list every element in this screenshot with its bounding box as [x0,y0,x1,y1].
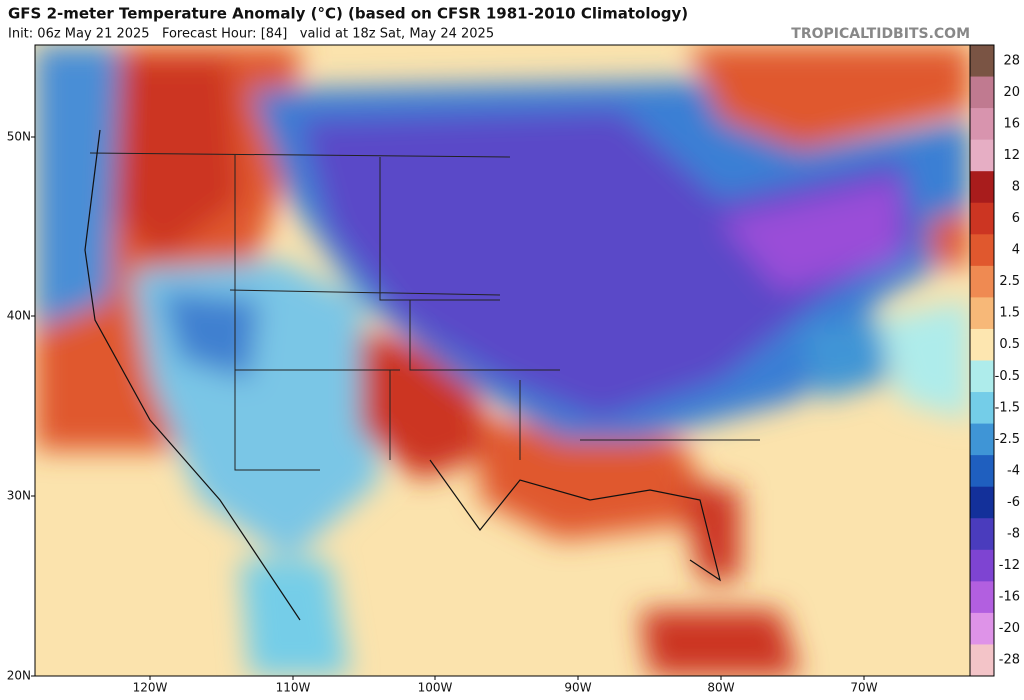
colorbar: 28 20 16 12 8 6 4 2.5 1.5 0.5 -0.5 -1.5 -2.5 -4 -6 -8 -1… [969,44,1020,677]
colorbar-label: -20 [999,621,1020,636]
colorbar-swatch [970,202,994,235]
colorbar-swatch [970,265,994,298]
colorbar-label: -0.5 [995,369,1020,384]
lat-label: 40N [7,309,31,323]
colorbar-swatch [970,581,994,614]
lat-label: 30N [7,489,31,503]
lon-label: 90W [564,681,591,695]
colorbar-swatch [970,297,994,330]
lon-label: 70W [850,681,877,695]
colorbar-label: -1.5 [995,400,1020,415]
colorbar-label: -2.5 [995,432,1020,447]
colorbar-label: 0.5 [999,337,1020,352]
watermark: TROPICALTIDBITS.COM [791,26,970,42]
lon-label: 110W [276,681,311,695]
colorbar-label: 28 [1003,53,1020,68]
colorbar-swatch [970,423,994,456]
map-axes: 50N 40N 30N 20N 120W 110W 100W 90W 80W 70W [7,130,878,695]
colorbar-swatch [970,139,994,172]
colorbar-swatch [970,234,994,267]
colorbar-swatch [970,76,994,109]
map [35,45,970,676]
colorbar-swatch [970,518,994,551]
colorbar-swatch [970,644,994,677]
colorbar-label: -6 [1007,495,1020,510]
lon-label: 120W [133,681,168,695]
colorbar-label: 2.5 [999,274,1020,289]
colorbar-label: 12 [1003,148,1020,163]
lon-label: 100W [418,681,453,695]
colorbar-label: -4 [1007,463,1020,478]
lon-label: 80W [707,681,734,695]
colorbar-label: -28 [999,653,1020,668]
colorbar-label: 6 [1012,211,1020,226]
colorbar-label: 1.5 [999,306,1020,321]
colorbar-label: -16 [999,590,1020,605]
colorbar-swatch [970,392,994,425]
colorbar-swatch [970,328,994,361]
colorbar-swatch [970,45,994,78]
colorbar-frame [969,44,995,677]
colorbar-swatch [970,360,994,393]
colorbar-label: 16 [1003,116,1020,131]
title: GFS 2-meter Temperature Anomaly (°C) (ba… [8,5,688,23]
colorbar-swatch [970,612,994,645]
colorbar-label: 20 [1003,85,1020,100]
colorbar-swatch [970,171,994,204]
colorbar-label: 4 [1012,243,1020,258]
lat-label: 50N [7,130,31,144]
subtitle: Init: 06z May 21 2025 Forecast Hour: [84… [8,27,494,42]
colorbar-swatch [970,549,994,582]
colorbar-label: 8 [1012,179,1020,194]
colorbar-swatch [970,455,994,488]
colorbar-swatch [970,486,994,519]
colorbar-swatch [970,108,994,141]
lat-label: 20N [7,669,31,683]
colorbar-label: -12 [999,558,1020,573]
colorbar-label: -8 [1007,527,1020,542]
